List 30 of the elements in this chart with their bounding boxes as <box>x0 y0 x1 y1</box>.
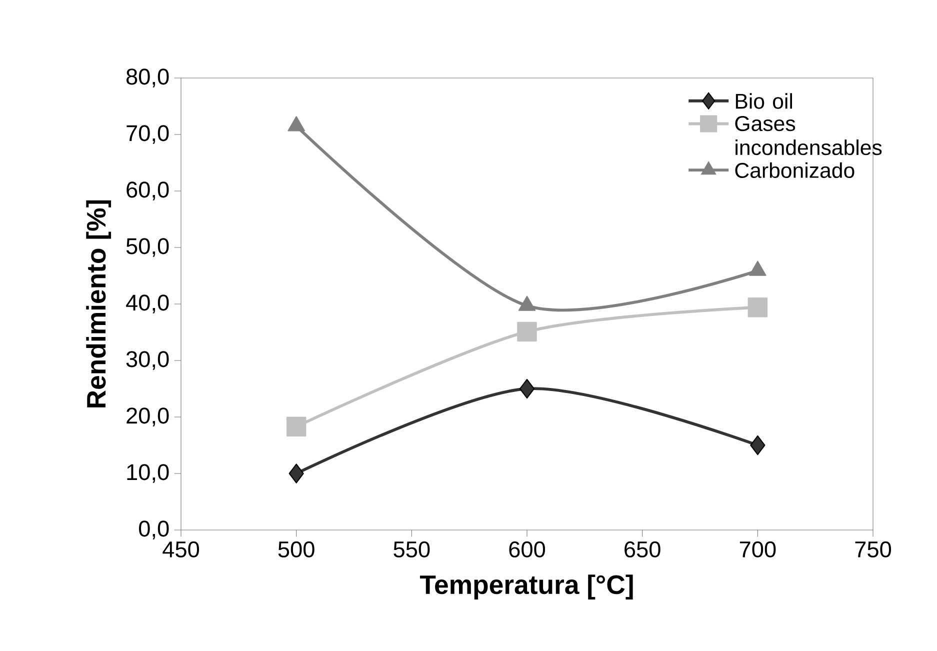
point <box>286 416 306 436</box>
point <box>517 322 537 342</box>
point <box>288 116 305 132</box>
y-axis-title: Rendimiento [%] <box>86 200 112 408</box>
x-tick-label: 750 <box>855 541 892 558</box>
legend-label: Gases incondensables <box>735 116 882 156</box>
point <box>750 435 766 456</box>
x-tick-label: 650 <box>624 541 660 558</box>
legend-label: Carbonizado <box>735 162 854 178</box>
x-tick-label: 450 <box>162 541 200 558</box>
legend-label: Bio oil <box>736 93 792 109</box>
point <box>288 464 304 484</box>
x-tick-label: 700 <box>740 541 776 558</box>
y-tick-label: 60,0 <box>126 182 169 200</box>
y-tick-label: 40,0 <box>126 294 169 314</box>
y-tick-label: 70,0 <box>126 125 169 144</box>
x-tick-label: 550 <box>394 541 430 558</box>
y-tick-label: 50,0 <box>126 238 169 257</box>
y-tick-label: 20,0 <box>126 408 169 426</box>
y-tick-label: 10,0 <box>127 464 169 483</box>
x-tick-label: 600 <box>509 541 546 558</box>
point <box>748 298 768 318</box>
y-tick-label: 0,0 <box>138 520 169 540</box>
y-tick-label: 30,0 <box>126 351 169 370</box>
y-tick-label: 80,0 <box>126 68 169 88</box>
point <box>749 260 766 276</box>
point <box>518 296 536 311</box>
x-tick-label: 500 <box>278 541 314 558</box>
point <box>519 378 535 399</box>
x-axis-title: Temperatura [°C] <box>420 574 633 600</box>
